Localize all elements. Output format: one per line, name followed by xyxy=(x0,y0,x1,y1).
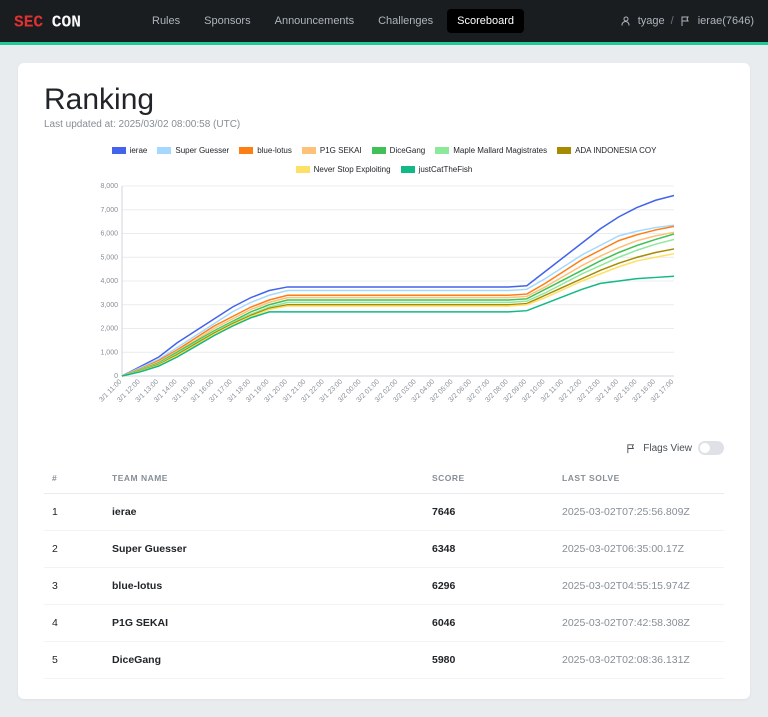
cell-score: 6296 xyxy=(424,568,554,605)
legend-item[interactable]: justCatTheFish xyxy=(401,165,473,174)
chart-legend: ierae Super Guesser blue-lotus P1G SEKAI Dic… xyxy=(84,146,684,174)
seccon-logo[interactable]: SEC CON xyxy=(14,12,122,30)
cell-rank: 5 xyxy=(44,642,104,679)
nav-user-area[interactable]: tyage / ierae(7646) xyxy=(620,15,754,27)
navbar: SEC CON RulesSponsorsAnnouncementsChalle… xyxy=(0,0,768,42)
legend-label: Super Guesser xyxy=(175,146,229,155)
legend-item[interactable]: DiceGang xyxy=(372,146,426,155)
table-header: LAST SOLVE xyxy=(554,463,724,494)
svg-text:4,000: 4,000 xyxy=(100,278,118,285)
ranking-card: Ranking Last updated at: 2025/03/02 08:0… xyxy=(18,63,750,699)
cell-rank: 2 xyxy=(44,531,104,568)
page-title: Ranking xyxy=(44,83,724,117)
cell-score: 6046 xyxy=(424,605,554,642)
table-row[interactable]: 3blue-lotus62962025-03-02T04:55:15.974Z xyxy=(44,568,724,605)
cell-team: ierae xyxy=(104,494,424,531)
page-content: Ranking Last updated at: 2025/03/02 08:0… xyxy=(0,45,768,717)
chart-container: ierae Super Guesser blue-lotus P1G SEKAI Dic… xyxy=(44,146,724,423)
table-header: SCORE xyxy=(424,463,554,494)
flag-icon xyxy=(680,15,692,27)
legend-label: P1G SEKAI xyxy=(320,146,362,155)
legend-swatch xyxy=(372,147,386,154)
nav-link-rules[interactable]: Rules xyxy=(142,9,190,33)
svg-text:8,000: 8,000 xyxy=(100,183,118,190)
flags-view-toggle[interactable] xyxy=(698,441,724,455)
legend-swatch xyxy=(239,147,253,154)
page-subtitle: Last updated at: 2025/03/02 08:00:58 (UT… xyxy=(44,119,724,130)
ranking-chart: 01,0002,0003,0004,0005,0006,0007,0008,00… xyxy=(84,180,684,420)
svg-text:6,000: 6,000 xyxy=(100,231,118,238)
legend-swatch xyxy=(112,147,126,154)
cell-score: 6348 xyxy=(424,531,554,568)
cell-score: 5980 xyxy=(424,642,554,679)
table-row[interactable]: 4P1G SEKAI60462025-03-02T07:42:58.308Z xyxy=(44,605,724,642)
legend-label: blue-lotus xyxy=(257,146,292,155)
cell-rank: 3 xyxy=(44,568,104,605)
legend-label: Maple Mallard Magistrates xyxy=(453,146,547,155)
cell-rank: 1 xyxy=(44,494,104,531)
legend-item[interactable]: Super Guesser xyxy=(157,146,229,155)
nav-link-challenges[interactable]: Challenges xyxy=(368,9,443,33)
nav-link-sponsors[interactable]: Sponsors xyxy=(194,9,260,33)
cell-last: 2025-03-02T07:25:56.809Z xyxy=(554,494,724,531)
nav-link-announcements[interactable]: Announcements xyxy=(265,9,365,33)
flags-view-label: Flags View xyxy=(643,443,692,454)
cell-last: 2025-03-02T06:35:00.17Z xyxy=(554,531,724,568)
flag-icon xyxy=(626,443,637,454)
cell-team: DiceGang xyxy=(104,642,424,679)
legend-label: Never Stop Exploiting xyxy=(314,165,391,174)
nav-teamname: ierae(7646) xyxy=(698,15,754,27)
cell-team: P1G SEKAI xyxy=(104,605,424,642)
svg-text:3,000: 3,000 xyxy=(100,302,118,309)
cell-score: 7646 xyxy=(424,494,554,531)
svg-text:7,000: 7,000 xyxy=(100,207,118,214)
nav-links: RulesSponsorsAnnouncementsChallengesScor… xyxy=(142,9,620,33)
legend-item[interactable]: Maple Mallard Magistrates xyxy=(435,146,547,155)
cell-last: 2025-03-02T04:55:15.974Z xyxy=(554,568,724,605)
legend-item[interactable]: Never Stop Exploiting xyxy=(296,165,391,174)
legend-label: justCatTheFish xyxy=(419,165,473,174)
legend-swatch xyxy=(157,147,171,154)
legend-item[interactable]: ierae xyxy=(112,146,148,155)
legend-label: ierae xyxy=(130,146,148,155)
nav-link-scoreboard[interactable]: Scoreboard xyxy=(447,9,524,33)
legend-swatch xyxy=(401,166,415,173)
cell-last: 2025-03-02T07:42:58.308Z xyxy=(554,605,724,642)
table-row[interactable]: 2Super Guesser63482025-03-02T06:35:00.17… xyxy=(44,531,724,568)
cell-team: blue-lotus xyxy=(104,568,424,605)
table-row[interactable]: 5DiceGang59802025-03-02T02:08:36.131Z xyxy=(44,642,724,679)
legend-swatch xyxy=(296,166,310,173)
table-header: TEAM NAME xyxy=(104,463,424,494)
svg-text:2,000: 2,000 xyxy=(100,326,118,333)
svg-text:5,000: 5,000 xyxy=(100,254,118,261)
legend-label: DiceGang xyxy=(390,146,426,155)
legend-swatch xyxy=(557,147,571,154)
svg-text:SEC: SEC xyxy=(14,13,43,30)
ranking-table: #TEAM NAMESCORELAST SOLVE 1ierae76462025… xyxy=(44,463,724,679)
table-row[interactable]: 1ierae76462025-03-02T07:25:56.809Z xyxy=(44,494,724,531)
legend-item[interactable]: ADA INDONESIA COY xyxy=(557,146,656,155)
svg-text:CON: CON xyxy=(52,13,81,30)
svg-text:1,000: 1,000 xyxy=(100,349,118,356)
legend-swatch xyxy=(435,147,449,154)
table-header: # xyxy=(44,463,104,494)
cell-team: Super Guesser xyxy=(104,531,424,568)
nav-separator: / xyxy=(671,15,674,27)
user-icon xyxy=(620,15,632,27)
cell-last: 2025-03-02T02:08:36.131Z xyxy=(554,642,724,679)
legend-label: ADA INDONESIA COY xyxy=(575,146,656,155)
nav-username: tyage xyxy=(638,15,665,27)
legend-item[interactable]: P1G SEKAI xyxy=(302,146,362,155)
cell-rank: 4 xyxy=(44,605,104,642)
legend-swatch xyxy=(302,147,316,154)
flags-view-toggle-row: Flags View xyxy=(44,441,724,455)
legend-item[interactable]: blue-lotus xyxy=(239,146,292,155)
